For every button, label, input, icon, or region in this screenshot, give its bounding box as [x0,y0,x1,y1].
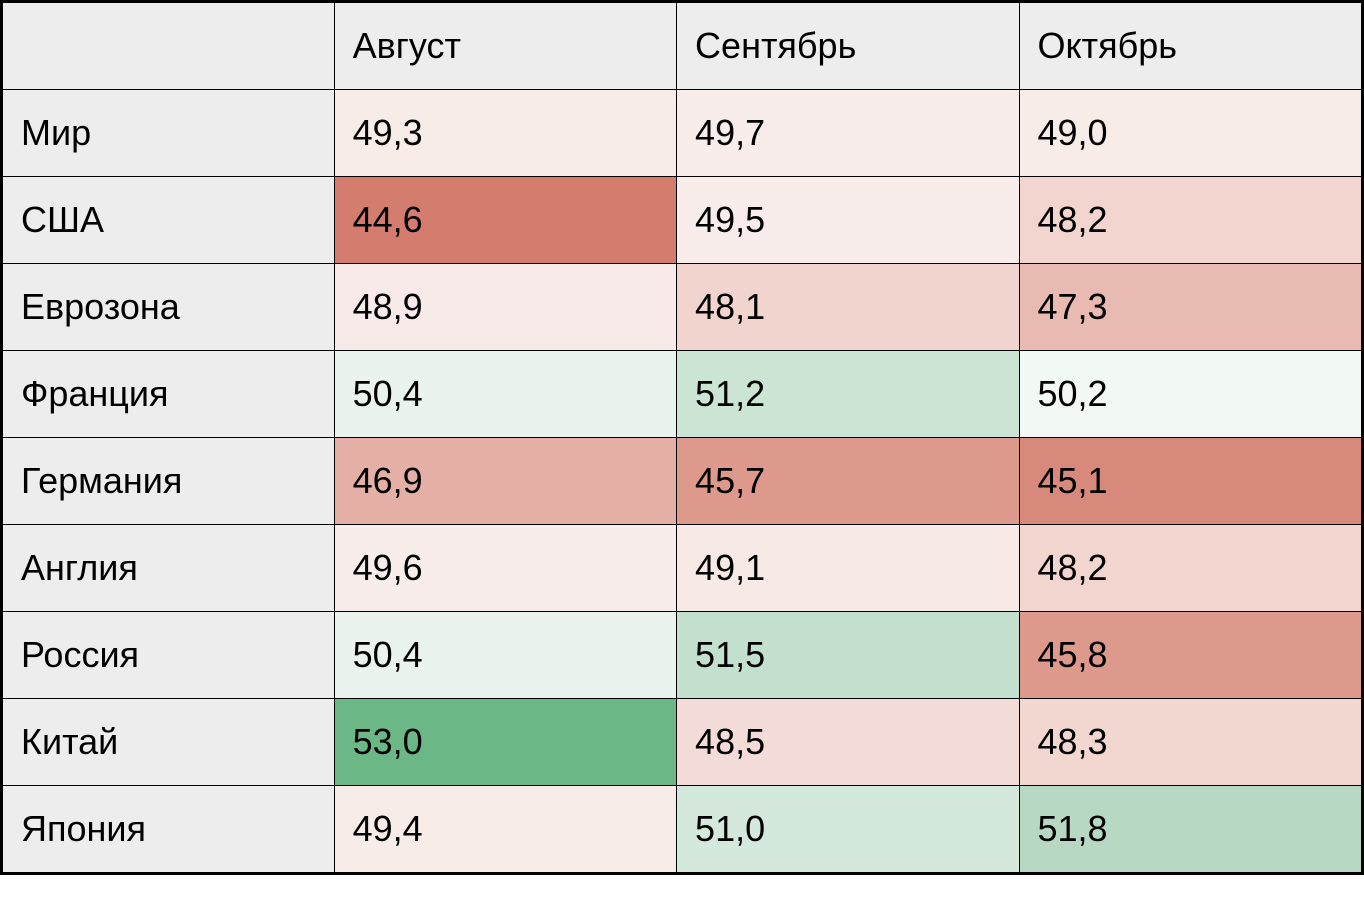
table-row: Япония49,451,051,8 [3,786,1362,873]
data-cell: 45,1 [1019,438,1362,525]
column-header-empty [3,3,335,90]
data-cell: 44,6 [334,177,676,264]
row-header: Китай [3,699,335,786]
row-header: Англия [3,525,335,612]
data-cell: 49,0 [1019,90,1362,177]
data-cell: 49,7 [677,90,1019,177]
data-cell: 48,1 [677,264,1019,351]
data-cell: 51,0 [677,786,1019,873]
heatmap-table: АвгустСентябрьОктябрь Мир49,349,749,0США… [2,2,1362,873]
row-header: Япония [3,786,335,873]
data-cell: 49,6 [334,525,676,612]
data-cell: 48,2 [1019,525,1362,612]
row-header: Россия [3,612,335,699]
data-cell: 46,9 [334,438,676,525]
table-row: Китай53,048,548,3 [3,699,1362,786]
table-row: Англия49,649,148,2 [3,525,1362,612]
data-cell: 50,2 [1019,351,1362,438]
table-row: Франция50,451,250,2 [3,351,1362,438]
table-row: Еврозона48,948,147,3 [3,264,1362,351]
data-cell: 49,1 [677,525,1019,612]
table-row: Россия50,451,545,8 [3,612,1362,699]
data-cell: 49,3 [334,90,676,177]
data-cell: 51,8 [1019,786,1362,873]
data-cell: 51,5 [677,612,1019,699]
row-header: Франция [3,351,335,438]
data-cell: 48,5 [677,699,1019,786]
table-row: США44,649,548,2 [3,177,1362,264]
table-header-row: АвгустСентябрьОктябрь [3,3,1362,90]
column-header-month: Август [334,3,676,90]
column-header-month: Октябрь [1019,3,1362,90]
data-cell: 48,3 [1019,699,1362,786]
data-cell: 50,4 [334,351,676,438]
table-row: Мир49,349,749,0 [3,90,1362,177]
data-cell: 47,3 [1019,264,1362,351]
data-cell: 48,2 [1019,177,1362,264]
data-cell: 50,4 [334,612,676,699]
row-header: США [3,177,335,264]
row-header: Мир [3,90,335,177]
table-body: Мир49,349,749,0США44,649,548,2Еврозона48… [3,90,1362,873]
data-table: АвгустСентябрьОктябрь Мир49,349,749,0США… [0,0,1364,875]
column-header-month: Сентябрь [677,3,1019,90]
data-cell: 49,5 [677,177,1019,264]
row-header: Германия [3,438,335,525]
data-cell: 45,8 [1019,612,1362,699]
data-cell: 51,2 [677,351,1019,438]
data-cell: 53,0 [334,699,676,786]
data-cell: 45,7 [677,438,1019,525]
data-cell: 49,4 [334,786,676,873]
table-row: Германия46,945,745,1 [3,438,1362,525]
data-cell: 48,9 [334,264,676,351]
row-header: Еврозона [3,264,335,351]
